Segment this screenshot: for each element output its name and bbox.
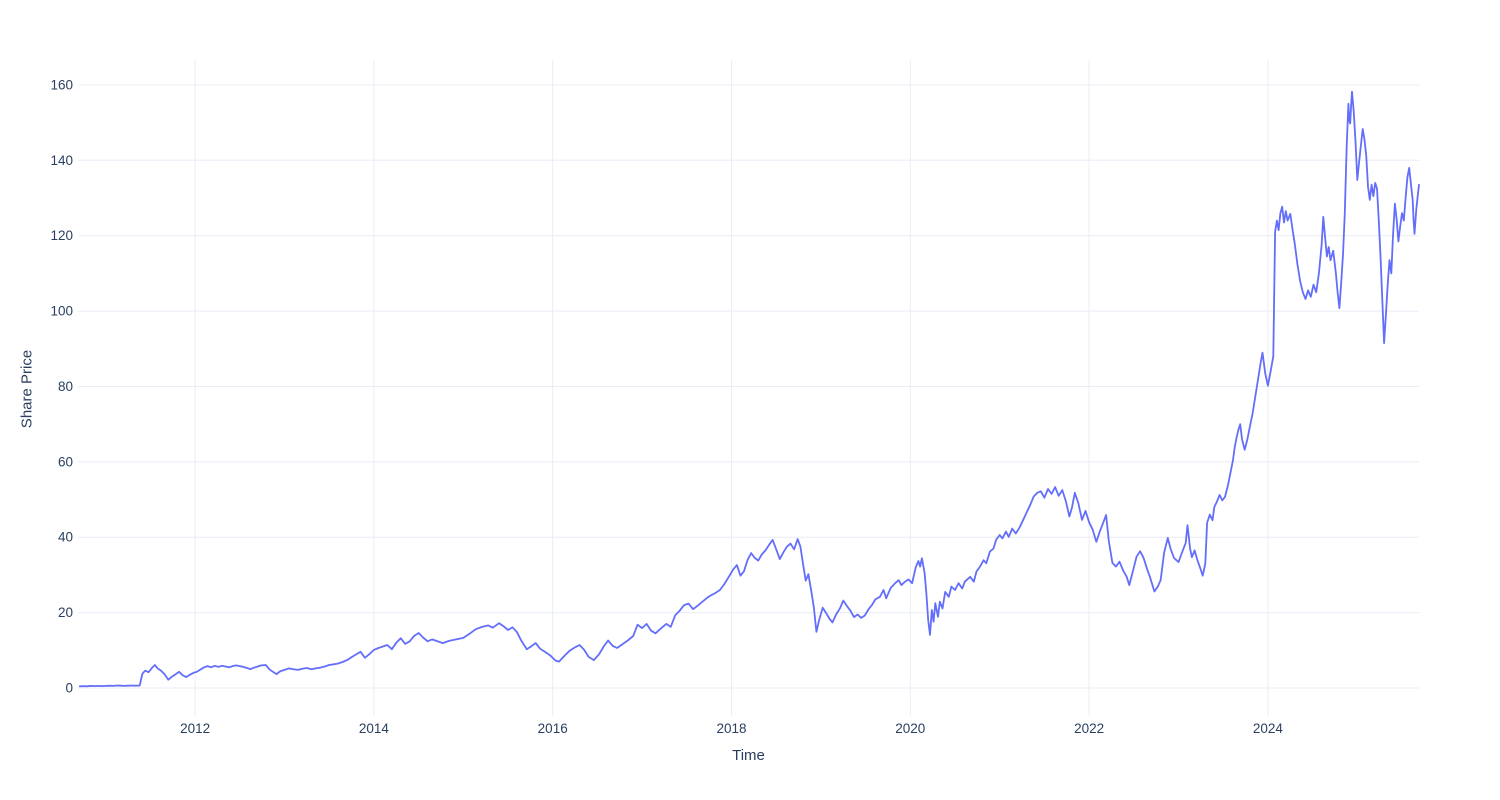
y-tick-label: 20 [58,605,73,620]
x-tick-label: 2014 [359,721,390,736]
y-tick-label: 80 [58,379,73,394]
y-tick-label: 0 [65,681,73,696]
y-tick-label: 60 [58,454,73,469]
y-tick-label: 40 [58,530,73,545]
y-tick-label: 140 [50,153,73,168]
plot-area[interactable] [78,60,1419,716]
x-tick-label: 2024 [1253,721,1284,736]
share-price-line-series [78,90,1420,688]
x-tick-label: 2022 [1074,721,1104,736]
x-axis-title: Time [732,747,765,764]
y-tick-label: 120 [50,228,73,243]
x-tick-label: 2012 [180,721,210,736]
x-tick-label: 2020 [895,721,925,736]
y-axis-title: Share Price [18,349,36,429]
y-tick-label: 100 [50,304,73,319]
x-tick-label: 2018 [716,721,746,736]
x-tick-label: 2016 [538,721,568,736]
y-tick-label: 160 [50,78,73,93]
